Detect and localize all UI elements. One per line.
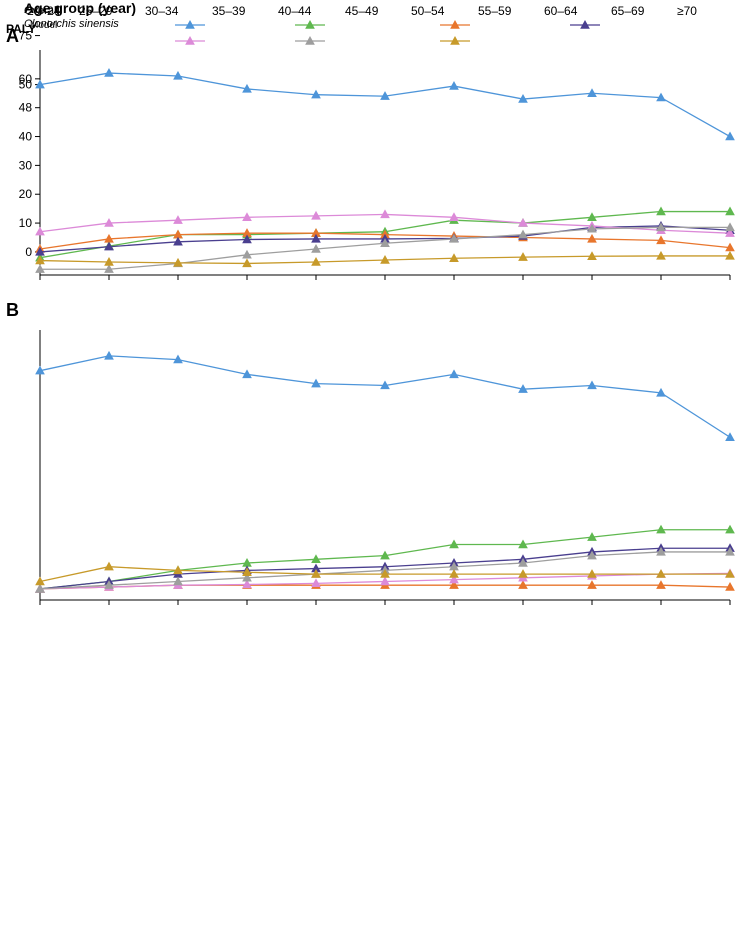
legend-item-3 [570, 21, 600, 28]
legend-item-2 [440, 21, 470, 28]
svg-text:48: 48 [19, 101, 33, 115]
svg-text:20: 20 [19, 187, 33, 201]
series-s1-A [40, 73, 730, 136]
svg-text:30: 30 [19, 158, 33, 172]
legend-item-5 [295, 37, 325, 44]
svg-text:75: 75 [19, 29, 33, 43]
svg-text:40: 40 [19, 130, 33, 144]
chart-canvas: 01020304048506075 [0, 0, 756, 945]
legend-item-6 [440, 37, 470, 44]
panel-A: 01020304048506075 [19, 29, 734, 280]
svg-text:60: 60 [19, 72, 33, 86]
marker [450, 370, 458, 377]
panel-B [36, 330, 734, 605]
legend-item-0 [175, 21, 205, 28]
svg-text:0: 0 [25, 245, 32, 259]
marker [726, 433, 734, 440]
marker [726, 133, 734, 140]
legend-item-4 [175, 37, 205, 44]
series-s1-B [40, 356, 730, 437]
marker [450, 82, 458, 89]
svg-text:10: 10 [19, 216, 33, 230]
legend-item-1 [295, 21, 325, 28]
